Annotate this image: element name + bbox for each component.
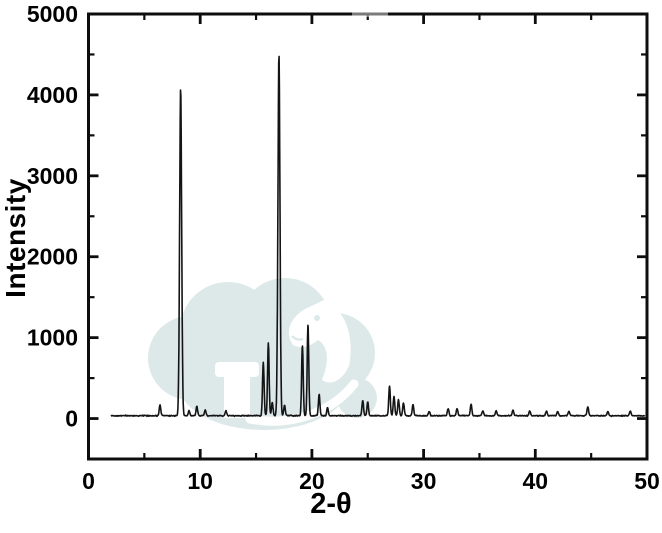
y-tick-label: 2000 xyxy=(27,244,78,270)
y-tick-label: 5000 xyxy=(27,1,78,27)
axis-tick-labels: 0 10 20 30 40 50 0 1000 2000 3000 4000 5000 xyxy=(27,1,660,494)
y-tick-label: 1000 xyxy=(27,325,78,351)
x-tick-label: 10 xyxy=(187,468,213,494)
x-tick-label: 50 xyxy=(634,468,660,494)
watermark-top-remnant xyxy=(352,11,388,17)
diffraction-trace xyxy=(110,55,646,418)
y-tick-label: 3000 xyxy=(27,163,78,189)
y-tick-label: 0 xyxy=(65,406,78,432)
y-axis-title: Intensity xyxy=(0,178,31,298)
xrd-pattern-line xyxy=(110,55,646,418)
x-tick-label: 0 xyxy=(82,468,95,494)
y-tick-label: 4000 xyxy=(27,82,78,108)
axes-frame xyxy=(87,12,649,461)
axis-ticks xyxy=(87,12,649,459)
x-axis-title: 2-θ xyxy=(310,488,352,520)
x-tick-label: 20 xyxy=(299,468,325,494)
x-tick-label: 30 xyxy=(411,468,437,494)
x-tick-label: 40 xyxy=(523,468,549,494)
